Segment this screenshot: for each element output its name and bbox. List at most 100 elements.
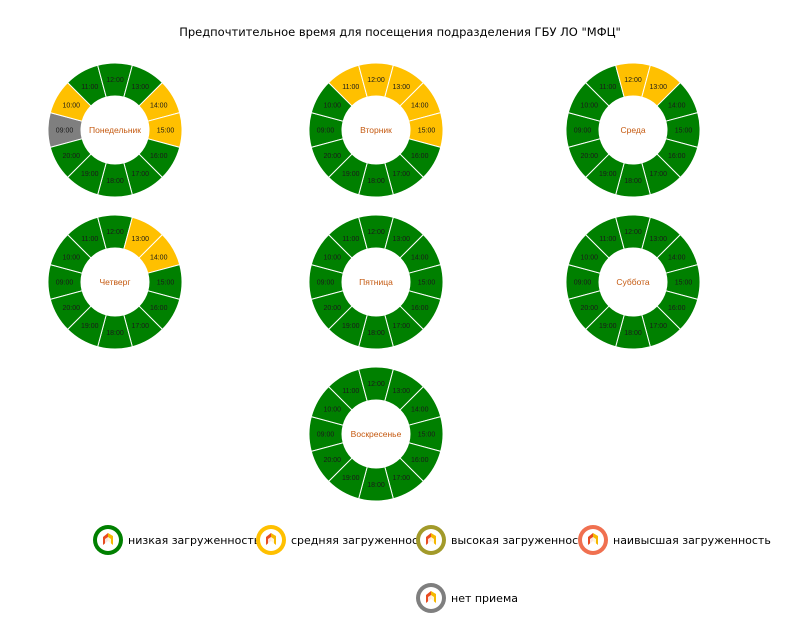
day-label: Суббота (616, 277, 650, 287)
slot-label: 11:00 (342, 388, 359, 395)
slot-label: 15:00 (157, 128, 175, 135)
slot-label: 09:00 (317, 128, 335, 135)
slot-label: 17:00 (392, 475, 410, 482)
slot-label: 19:00 (81, 323, 99, 330)
slot-label: 12:00 (367, 381, 385, 388)
legend-item-none: нет приема (415, 580, 518, 616)
slot-label: 20:00 (581, 153, 599, 160)
slot-label: 16:00 (150, 305, 168, 312)
donut-chart: 09:00 10:00 11:00 12:00 13:00 14:00 15:00 16:00… (47, 214, 183, 350)
slot-label: 18:00 (367, 178, 385, 185)
mfc-logo-icon (578, 525, 608, 555)
slot-label: 13:00 (392, 236, 410, 243)
slot-label: 15:00 (418, 280, 436, 287)
slot-label: 17:00 (649, 323, 667, 330)
mfc-logo-icon (256, 525, 286, 555)
slot-label: 18:00 (367, 482, 385, 489)
donut-segment (49, 138, 92, 179)
donut-segment (567, 290, 610, 331)
slot-label: 20:00 (324, 305, 342, 312)
slot-label: 12:00 (106, 77, 124, 84)
slot-label: 10:00 (581, 102, 599, 109)
slot-label: 10:00 (63, 102, 81, 109)
legend-item-medium: средняя загруженность (255, 522, 431, 558)
slot-label: 09:00 (574, 280, 592, 287)
legend-item-high: высокая загруженность (415, 522, 591, 558)
slot-label: 15:00 (157, 280, 175, 287)
legend-label: средняя загруженность (291, 533, 431, 547)
legend-item-highest: наивысшая загруженность (577, 522, 771, 558)
legend-secondary: нет приема (0, 580, 800, 616)
slot-label: 11:00 (599, 236, 616, 243)
slot-label: 11:00 (81, 84, 98, 91)
slot-label: 09:00 (56, 280, 74, 287)
slot-label: 17:00 (649, 171, 667, 178)
slot-label: 11:00 (342, 84, 359, 91)
slot-label: 15:00 (675, 128, 693, 135)
slot-label: 14:00 (411, 102, 429, 109)
donut-segment (310, 442, 353, 483)
legend-label: высокая загруженность (451, 533, 592, 547)
slot-label: 10:00 (324, 406, 342, 413)
page-title: Предпочтительное время для посещения под… (179, 25, 621, 39)
slot-label: 14:00 (411, 406, 429, 413)
slot-label: 12:00 (624, 229, 642, 236)
slot-label: 12:00 (367, 77, 385, 84)
donut-segment (310, 290, 353, 331)
slot-label: 18:00 (106, 330, 124, 337)
donut-segment (567, 138, 610, 179)
donut-chart: 09:00 10:00 11:00 12:00 13:00 14:00 15:00 16:00… (565, 214, 701, 350)
slot-label: 10:00 (581, 254, 599, 261)
slot-label: 20:00 (324, 457, 342, 464)
slot-label: 12:00 (624, 77, 642, 84)
day-label: Четверг (100, 277, 131, 287)
slot-label: 16:00 (411, 457, 429, 464)
day-label: Среда (620, 125, 645, 135)
slot-label: 18:00 (106, 178, 124, 185)
slot-label: 17:00 (131, 171, 149, 178)
slot-label: 09:00 (574, 128, 592, 135)
donut-chart: 09:00 10:00 11:00 12:00 13:00 14:00 15:00 16:00… (565, 62, 701, 198)
slot-label: 19:00 (599, 323, 617, 330)
slot-label: 18:00 (367, 330, 385, 337)
donut-chart: 09:00 10:00 11:00 12:00 13:00 14:00 15:00 16:00… (308, 366, 444, 502)
slot-label: 19:00 (342, 475, 360, 482)
slot-label: 13:00 (392, 388, 410, 395)
slot-label: 17:00 (392, 171, 410, 178)
slot-label: 14:00 (411, 254, 429, 261)
slot-label: 09:00 (56, 128, 74, 135)
slot-label: 12:00 (367, 229, 385, 236)
mfc-logo-icon (416, 525, 446, 555)
slot-label: 19:00 (599, 171, 617, 178)
slot-label: 20:00 (63, 153, 81, 160)
slot-label: 14:00 (150, 254, 168, 261)
slot-label: 16:00 (411, 153, 429, 160)
donut-segment (310, 138, 353, 179)
day-label: Понедельник (89, 125, 141, 135)
slot-label: 14:00 (668, 102, 686, 109)
day-label: Вторник (360, 125, 392, 135)
slot-label: 09:00 (317, 432, 335, 439)
donut-chart: 09:00 10:00 11:00 12:00 13:00 14:00 15:00 16:00… (47, 62, 183, 198)
donut-segment (49, 290, 92, 331)
slot-label: 11:00 (81, 236, 98, 243)
slot-label: 20:00 (63, 305, 81, 312)
slot-label: 10:00 (324, 102, 342, 109)
legend-label: низкая загруженность (128, 533, 261, 547)
slot-label: 15:00 (418, 128, 436, 135)
slot-label: 20:00 (324, 153, 342, 160)
day-label: Воскресенье (351, 429, 402, 439)
slot-label: 13:00 (131, 236, 149, 243)
slot-label: 16:00 (411, 305, 429, 312)
mfc-logo-icon (93, 525, 123, 555)
slot-label: 19:00 (342, 323, 360, 330)
slot-label: 13:00 (392, 84, 410, 91)
slot-label: 14:00 (150, 102, 168, 109)
slot-label: 14:00 (668, 254, 686, 261)
slot-label: 20:00 (581, 305, 599, 312)
slot-label: 16:00 (668, 305, 686, 312)
legend-label: наивысшая загруженность (613, 533, 771, 547)
slot-label: 12:00 (106, 229, 124, 236)
legend-item-low: низкая загруженность (92, 522, 260, 558)
